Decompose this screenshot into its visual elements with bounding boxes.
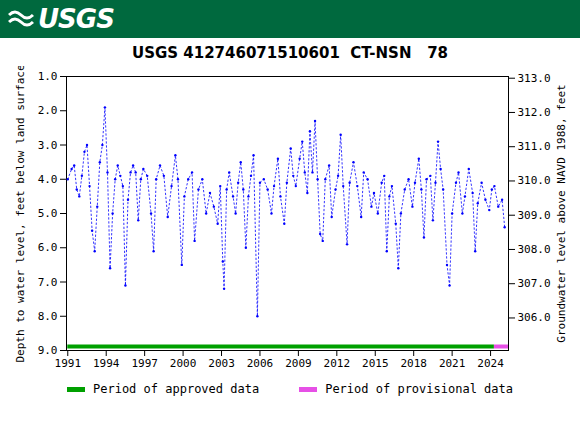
svg-text:1.0: 1.0 <box>38 70 58 83</box>
svg-text:311.0: 311.0 <box>518 140 551 153</box>
svg-text:2.0: 2.0 <box>38 104 58 117</box>
svg-text:7.0: 7.0 <box>38 276 58 289</box>
svg-text:313.0: 313.0 <box>518 72 551 85</box>
svg-text:306.0: 306.0 <box>518 311 551 324</box>
svg-text:310.0: 310.0 <box>518 174 551 187</box>
svg-text:9.0: 9.0 <box>38 344 58 357</box>
svg-text:2018: 2018 <box>400 357 427 370</box>
svg-text:2003: 2003 <box>208 357 235 370</box>
svg-text:8.0: 8.0 <box>38 310 58 323</box>
html-text:Period of provisional data: Period of provisional data <box>325 382 513 396</box>
svg-text:309.0: 309.0 <box>518 209 551 222</box>
svg-text:2024: 2024 <box>477 357 504 370</box>
html-text:USGS 412746071510601 CT-NSN 78: USGS 412746071510601 CT-NSN 78 <box>132 44 448 62</box>
svg-text:5.0: 5.0 <box>38 207 58 220</box>
svg-text:1997: 1997 <box>131 357 158 370</box>
svg-text:6.0: 6.0 <box>38 241 58 254</box>
svg-text:308.0: 308.0 <box>518 243 551 256</box>
svg-text:2012: 2012 <box>324 357 351 370</box>
svg-text:1994: 1994 <box>93 357 120 370</box>
html-text:USGS: USGS <box>38 4 114 34</box>
svg-text:Depth to water level, feet bel: Depth to water level, feet below land su… <box>14 66 27 363</box>
svg-text:2000: 2000 <box>170 357 197 370</box>
svg-text:307.0: 307.0 <box>518 277 551 290</box>
svg-text:2009: 2009 <box>285 357 312 370</box>
svg-text:4.0: 4.0 <box>38 173 58 186</box>
svg-text:2015: 2015 <box>362 357 389 370</box>
svg-text:2021: 2021 <box>439 357 466 370</box>
svg-text:2006: 2006 <box>247 357 274 370</box>
svg-text:Groundwater level above NAVD 1: Groundwater level above NAVD 1988, feet <box>555 84 568 342</box>
svg-text:3.0: 3.0 <box>38 139 58 152</box>
svg-text:1991: 1991 <box>55 357 82 370</box>
html-text:Period of approved data: Period of approved data <box>93 382 260 396</box>
svg-text:312.0: 312.0 <box>518 106 551 119</box>
